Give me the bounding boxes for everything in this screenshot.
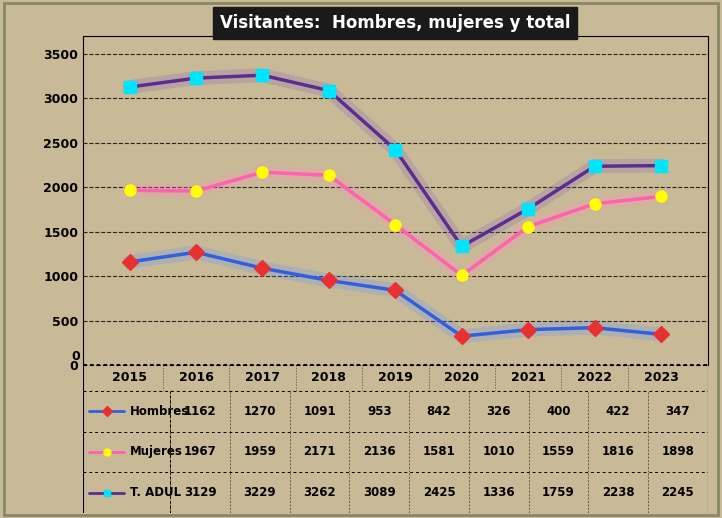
Text: 400: 400 [546, 405, 570, 418]
Text: 2015: 2015 [112, 371, 147, 384]
Text: 2245: 2245 [661, 486, 694, 499]
Text: 2023: 2023 [643, 371, 679, 384]
Text: 1162: 1162 [184, 405, 217, 418]
Text: T. ADUL: T. ADUL [130, 486, 181, 499]
Text: 3129: 3129 [184, 486, 217, 499]
Text: 2022: 2022 [577, 371, 612, 384]
Text: 2425: 2425 [422, 486, 456, 499]
Text: 1898: 1898 [661, 445, 694, 458]
Text: 1559: 1559 [542, 445, 575, 458]
Text: 1010: 1010 [482, 445, 515, 458]
Text: 1091: 1091 [303, 405, 336, 418]
Text: 3089: 3089 [363, 486, 396, 499]
Text: 1270: 1270 [244, 405, 277, 418]
Text: Mujeres: Mujeres [130, 445, 183, 458]
Text: 2020: 2020 [444, 371, 479, 384]
Text: 2238: 2238 [601, 486, 635, 499]
Text: Hombres: Hombres [130, 405, 189, 418]
Text: 0: 0 [71, 350, 79, 363]
Text: 2019: 2019 [378, 371, 413, 384]
Text: 3262: 3262 [303, 486, 336, 499]
Text: 2016: 2016 [178, 371, 214, 384]
Text: 1336: 1336 [482, 486, 515, 499]
Text: 3229: 3229 [243, 486, 277, 499]
Title: Visitantes:  Hombres, mujeres y total: Visitantes: Hombres, mujeres y total [220, 14, 570, 32]
Text: 1967: 1967 [184, 445, 217, 458]
Text: 2171: 2171 [303, 445, 336, 458]
Text: 2018: 2018 [311, 371, 347, 384]
Text: 422: 422 [606, 405, 630, 418]
Text: 2021: 2021 [510, 371, 546, 384]
Text: 953: 953 [367, 405, 391, 418]
Text: 1959: 1959 [243, 445, 277, 458]
Text: 2017: 2017 [245, 371, 280, 384]
Text: 1759: 1759 [542, 486, 575, 499]
Text: 1581: 1581 [422, 445, 456, 458]
Text: 1816: 1816 [601, 445, 635, 458]
Text: 2136: 2136 [363, 445, 396, 458]
Text: 347: 347 [666, 405, 690, 418]
Text: 326: 326 [487, 405, 511, 418]
Text: 842: 842 [427, 405, 451, 418]
